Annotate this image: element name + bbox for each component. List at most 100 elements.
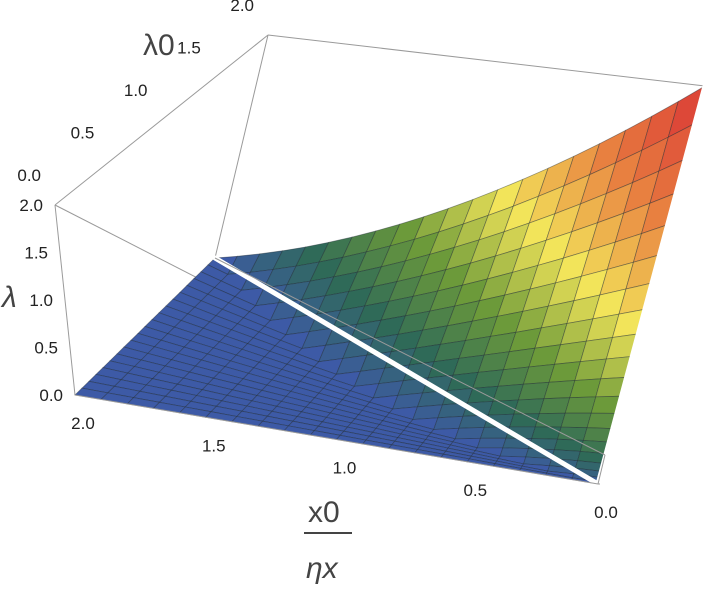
surface-cell (261, 415, 294, 427)
surface-cell (529, 257, 565, 290)
surface-cell (313, 425, 345, 436)
surface-cell (476, 437, 507, 449)
surface-cell (596, 181, 634, 224)
surface-cell (494, 222, 531, 257)
box-edge-back (54, 204, 76, 396)
surface-cell (430, 427, 460, 440)
z-tick-label: 1.0 (29, 291, 53, 310)
surface-cell (365, 435, 396, 446)
surface-cell (494, 460, 523, 469)
x-tick-label: 0.5 (463, 481, 487, 500)
z-tick-label: 2.0 (19, 196, 43, 215)
surface-cell (427, 357, 460, 379)
surface-cell (452, 354, 485, 376)
surface-cell (202, 321, 233, 337)
surface-cell (534, 412, 566, 428)
surface-cell (560, 318, 594, 346)
surface-cell (472, 369, 505, 389)
surface-cell (266, 410, 298, 422)
surface-cell (322, 383, 352, 396)
bounding-box-front (74, 257, 606, 485)
surface-cell (390, 329, 424, 353)
surface-cell (130, 332, 162, 348)
surface-cell (292, 416, 324, 427)
surface-cell (296, 344, 327, 363)
surface-cell (563, 143, 601, 187)
surface-cell (285, 390, 316, 403)
surface-cell (164, 389, 198, 402)
surface-cell (546, 470, 575, 479)
surface-cell (523, 456, 553, 467)
y-tick-label: 1.5 (177, 39, 201, 58)
z-tick-label: 0.5 (34, 339, 58, 358)
surface-cell (88, 373, 123, 387)
surface-cell (409, 417, 439, 430)
ridge-line-diagonal (595, 83, 708, 487)
surface-cell (492, 383, 524, 402)
x-axis-label-denominator: ηx (306, 552, 339, 585)
surface-cell (318, 236, 353, 263)
surface-cell (339, 430, 371, 441)
x-tick-label: 1.0 (333, 459, 357, 478)
y-tick-label: 0.0 (17, 166, 41, 185)
surface-cell (446, 300, 481, 327)
ridge-lines (212, 83, 708, 487)
y-tick-label: 0.5 (71, 124, 95, 143)
surface-cell (454, 426, 485, 440)
ridge-line-zero (212, 255, 601, 487)
surface-cell (299, 376, 329, 389)
box-edge-back (267, 34, 706, 87)
surface-cell (349, 383, 380, 399)
box-edge-back (54, 34, 269, 206)
surface-cell (427, 432, 456, 443)
x-tick-label: 2.0 (71, 414, 95, 433)
surface-cell (553, 438, 584, 452)
y-tick-label: 1.0 (124, 81, 148, 100)
surface-cell (333, 251, 368, 278)
z-tick-label: 1.5 (24, 244, 48, 263)
tick-labels: 0.0 0.5 1.0 1.5 2.0 0.0 0.5 1.0 1.5 2.0 0.0 0.5 1.0 1… (17, 0, 617, 522)
surface-cell (144, 319, 176, 335)
surface-cell (496, 458, 525, 467)
x-tick-label: 1.5 (202, 436, 226, 455)
surface-cell (531, 426, 562, 440)
box-edge-front (597, 454, 606, 485)
surface-cell (483, 331, 517, 356)
surface-cell (317, 421, 349, 432)
surface-cell (461, 255, 497, 286)
surface-mesh (74, 85, 706, 485)
surface-cell (321, 416, 352, 428)
surface-cell (556, 426, 588, 441)
surface-cell (333, 403, 363, 416)
surface-cell (574, 358, 607, 381)
y-axis-label: λ0 (143, 29, 175, 62)
surface-cell (513, 398, 545, 415)
surface-cell (280, 395, 311, 408)
surface-cell (560, 412, 592, 429)
surface-cell (499, 447, 530, 458)
y-tick-label: 2.0 (230, 0, 254, 15)
surface-cell (241, 405, 273, 417)
surface-cell (215, 400, 248, 412)
surface-cell (585, 313, 620, 342)
surface-cell (509, 413, 540, 428)
surface-cell (477, 351, 510, 373)
box-edge-front (214, 257, 606, 456)
surface-cell (348, 266, 383, 293)
surface-cell (538, 397, 571, 415)
surface-cell (206, 347, 238, 362)
surface-cell (562, 222, 599, 259)
surface-cell (433, 415, 464, 430)
box-edge-front (74, 394, 599, 485)
surface-cell (230, 323, 260, 339)
surface-cell (441, 387, 474, 406)
surface-cell (109, 353, 142, 367)
x-tick-label: 0.0 (594, 503, 618, 522)
surface-cell (472, 450, 501, 460)
surface-cell (372, 260, 407, 288)
surface-cell (193, 300, 224, 317)
surface-cell (422, 305, 456, 331)
surface-cell (183, 340, 215, 355)
surface-cell (342, 230, 377, 258)
